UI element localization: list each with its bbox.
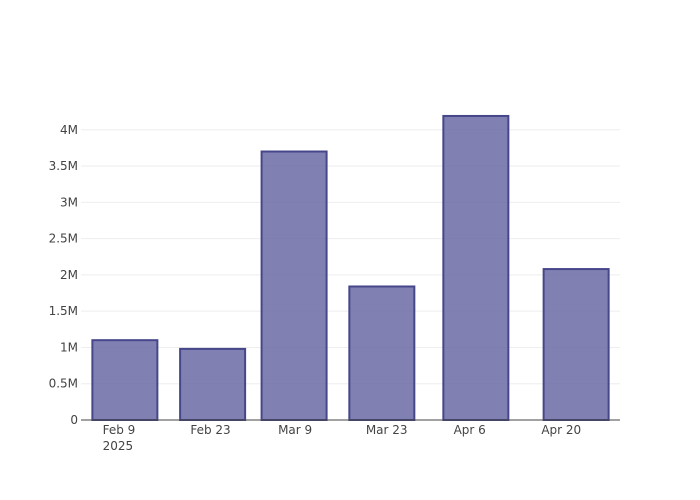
- y-tick-label: 2.5M: [49, 232, 78, 246]
- y-tick-label: 2M: [60, 268, 78, 282]
- bar: [179, 347, 247, 421]
- bar: [260, 150, 328, 421]
- x-tick-year-label: 2025: [103, 439, 134, 453]
- y-tick-label: 0: [70, 413, 78, 427]
- y-tick-label: 4M: [60, 123, 78, 137]
- bar: [348, 285, 416, 421]
- bars: [91, 114, 610, 422]
- y-tick-labels: 0 0.5M 1M 1.5M 2M 2.5M 3M 3.5M 4M: [49, 123, 78, 427]
- bar: [542, 268, 610, 421]
- x-tick-label: Feb 9: [103, 423, 136, 437]
- y-tick-label: 1M: [60, 340, 78, 354]
- x-tick-label: Mar 23: [366, 423, 408, 437]
- y-tick-label: 3.5M: [49, 159, 78, 173]
- x-tick-label: Feb 23: [190, 423, 230, 437]
- bar: [442, 114, 510, 422]
- y-tick-label: 0.5M: [49, 377, 78, 391]
- y-tick-label: 3M: [60, 195, 78, 209]
- bar: [91, 339, 159, 421]
- x-tick-label: Apr 20: [541, 423, 581, 437]
- y-tick-label: 1.5M: [49, 304, 78, 318]
- x-tick-labels: 2025 Feb 9 Feb 23 Mar 9 Mar 23 Apr 6 Apr 20: [103, 423, 582, 453]
- x-tick-label: Apr 6: [454, 423, 486, 437]
- x-tick-label: Mar 9: [278, 423, 312, 437]
